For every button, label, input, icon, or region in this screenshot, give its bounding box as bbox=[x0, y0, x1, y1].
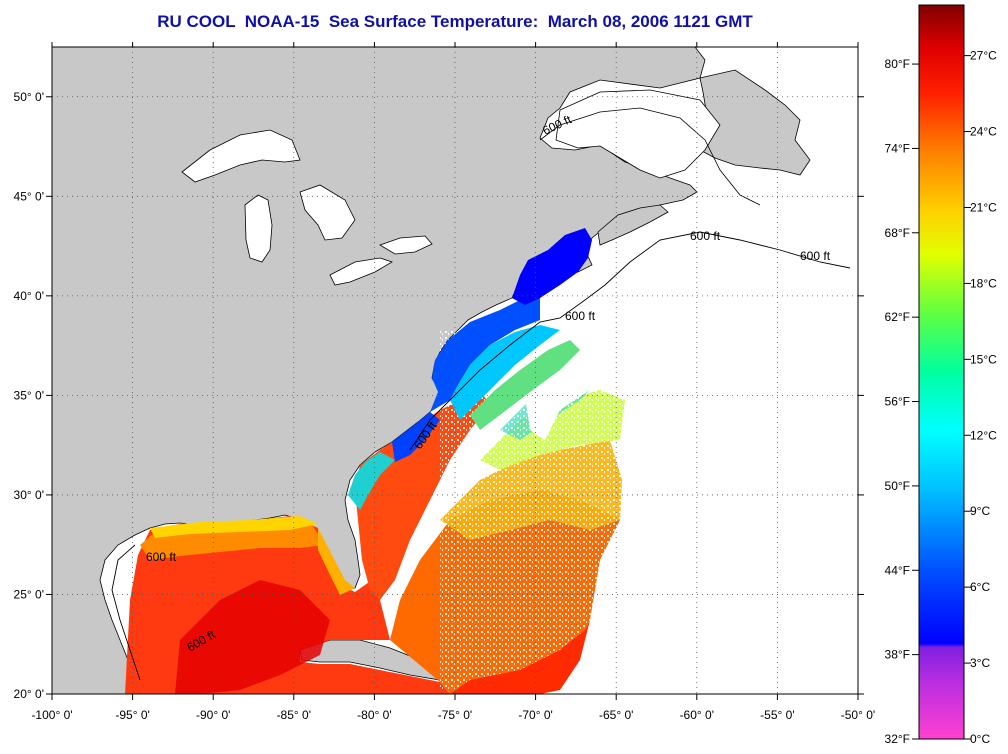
lon-tick-label: -55° 0' bbox=[760, 708, 794, 722]
lat-tick-label: 40° 0' bbox=[14, 289, 44, 303]
isobath-label-gulf: 600 ft bbox=[146, 550, 177, 564]
colorbar-f-label: 50°F bbox=[885, 479, 910, 493]
colorbar-f-label: 44°F bbox=[885, 563, 910, 577]
lon-tick-label: -90° 0' bbox=[196, 708, 230, 722]
land-nova-scotia bbox=[597, 204, 669, 246]
lat-tick-label: 25° 0' bbox=[14, 587, 44, 601]
sst-shelf-cyan bbox=[450, 325, 560, 420]
sst-slope-green bbox=[470, 340, 580, 430]
sst-se-shelf-cyan bbox=[348, 452, 395, 510]
lon-tick-label: -65° 0' bbox=[599, 708, 633, 722]
colorbar: 80°F 74°F 68°F 62°F 56°F 50°F 44°F 38°F 32°F 27°… bbox=[885, 4, 997, 746]
lat-tick-label: 45° 0' bbox=[14, 189, 44, 203]
lat-tick-label: 35° 0' bbox=[14, 388, 44, 402]
colorbar-c-label: 3°C bbox=[970, 656, 990, 670]
sst-gulf-hot-core bbox=[175, 580, 330, 694]
colorbar-fahrenheit-labels: 80°F 74°F 68°F 62°F 56°F 50°F 44°F 38°F 32°F bbox=[885, 57, 919, 746]
isobath-600ft-labrador bbox=[539, 107, 761, 206]
isobath-600ft bbox=[111, 231, 851, 681]
lon-tick-label: -50° 0' bbox=[841, 708, 875, 722]
sst-mid-atlantic-bight bbox=[430, 298, 540, 412]
lon-tick-label: -100° 0' bbox=[31, 708, 72, 722]
latitude-axis: 20° 0' 25° 0' 30° 0' 35° 0' 40° 0' 45° 0' 50° … bbox=[14, 90, 864, 701]
lake-ontario bbox=[379, 235, 433, 255]
sst-cape-hatteras-blue bbox=[392, 412, 440, 462]
colorbar-f-label: 38°F bbox=[885, 648, 910, 662]
lat-tick-label: 20° 0' bbox=[14, 687, 44, 701]
lon-tick-label: -60° 0' bbox=[680, 708, 714, 722]
colorbar-celsius-labels: 27°C 24°C 21°C 18°C 15°C 12°C 9°C 6°C 3°C 0°C bbox=[964, 49, 997, 746]
isobath-label-gulf-of-maine: 600 ft bbox=[565, 309, 596, 323]
colorbar-f-label: 56°F bbox=[885, 395, 910, 409]
lake-erie bbox=[329, 257, 393, 286]
lake-huron bbox=[299, 184, 356, 241]
sst-gulf-north-cool bbox=[150, 516, 318, 538]
map-layers bbox=[52, 47, 851, 694]
sst-florida-west bbox=[318, 528, 355, 595]
lon-tick-label: -85° 0' bbox=[277, 708, 311, 722]
lake-superior bbox=[181, 129, 301, 183]
longitude-axis: -100° 0' -95° 0' -90° 0' -85° 0' -80° 0' -75°… bbox=[31, 42, 875, 722]
colorbar-c-label: 6°C bbox=[970, 580, 990, 594]
lat-tick-label: 30° 0' bbox=[14, 488, 44, 502]
colorbar-f-label: 32°F bbox=[885, 732, 910, 746]
colorbar-f-label: 74°F bbox=[885, 141, 910, 155]
lon-tick-label: -95° 0' bbox=[115, 708, 149, 722]
colorbar-f-label: 62°F bbox=[885, 310, 910, 324]
isobath-label-grand-banks: 600 ft bbox=[800, 249, 831, 263]
lat-tick-label: 50° 0' bbox=[14, 90, 44, 104]
lake-michigan bbox=[244, 194, 273, 263]
map-title: RU COOL NOAA-15 Sea Surface Temperature:… bbox=[157, 12, 753, 31]
gulf-st-lawrence bbox=[555, 89, 721, 179]
colorbar-c-label: 9°C bbox=[970, 504, 990, 518]
colorbar-c-label: 27°C bbox=[970, 49, 997, 63]
colorbar-c-label: 21°C bbox=[970, 200, 997, 214]
colorbar-c-label: 0°C bbox=[970, 732, 990, 746]
colorbar-c-label: 18°C bbox=[970, 276, 997, 290]
colorbar-c-label: 15°C bbox=[970, 352, 997, 366]
sst-caribbean bbox=[450, 620, 590, 694]
colorbar-bar bbox=[918, 4, 965, 740]
lon-tick-label: -80° 0' bbox=[357, 708, 391, 722]
colorbar-f-label: 80°F bbox=[885, 57, 910, 71]
lon-tick-label: -75° 0' bbox=[438, 708, 472, 722]
isobath-label-scotian: 600 ft bbox=[690, 229, 721, 243]
sst-gulf-of-maine bbox=[512, 228, 592, 305]
lon-tick-label: -70° 0' bbox=[518, 708, 552, 722]
colorbar-c-label: 12°C bbox=[970, 428, 997, 442]
colorbar-c-label: 24°C bbox=[970, 125, 997, 139]
colorbar-f-label: 68°F bbox=[885, 226, 910, 240]
